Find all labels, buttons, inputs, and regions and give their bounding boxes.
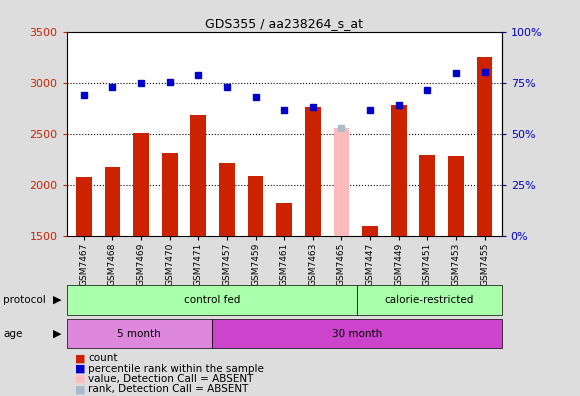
Text: ■: ■ bbox=[75, 384, 86, 394]
Bar bbox=[448, 156, 464, 236]
Bar bbox=[67, 319, 212, 348]
Bar bbox=[162, 153, 177, 236]
Text: ▶: ▶ bbox=[53, 295, 61, 305]
Text: value, Detection Call = ABSENT: value, Detection Call = ABSENT bbox=[88, 374, 253, 384]
Text: control fed: control fed bbox=[183, 295, 240, 305]
Text: ■: ■ bbox=[75, 374, 86, 384]
Text: count: count bbox=[88, 353, 118, 364]
Text: ■: ■ bbox=[75, 364, 86, 374]
Text: 5 month: 5 month bbox=[117, 329, 161, 339]
Bar bbox=[67, 285, 357, 315]
Text: age: age bbox=[3, 329, 22, 339]
Bar bbox=[133, 133, 149, 236]
Bar bbox=[362, 227, 378, 236]
Text: protocol: protocol bbox=[3, 295, 46, 305]
Bar bbox=[305, 107, 321, 236]
Text: 30 month: 30 month bbox=[332, 329, 382, 339]
Bar bbox=[276, 203, 292, 236]
Bar bbox=[76, 177, 92, 236]
Bar bbox=[334, 128, 349, 236]
Bar bbox=[248, 176, 263, 236]
Text: rank, Detection Call = ABSENT: rank, Detection Call = ABSENT bbox=[88, 384, 249, 394]
Text: calorie-restricted: calorie-restricted bbox=[385, 295, 474, 305]
Bar bbox=[190, 115, 206, 236]
Bar bbox=[104, 167, 121, 236]
Bar bbox=[391, 105, 407, 236]
Bar bbox=[212, 319, 502, 348]
Bar bbox=[219, 163, 235, 236]
Title: GDS355 / aa238264_s_at: GDS355 / aa238264_s_at bbox=[205, 17, 363, 30]
Text: ▶: ▶ bbox=[53, 329, 61, 339]
Bar bbox=[477, 57, 492, 236]
Bar bbox=[357, 285, 502, 315]
Bar bbox=[419, 155, 435, 236]
Text: ■: ■ bbox=[75, 353, 86, 364]
Text: percentile rank within the sample: percentile rank within the sample bbox=[88, 364, 264, 374]
